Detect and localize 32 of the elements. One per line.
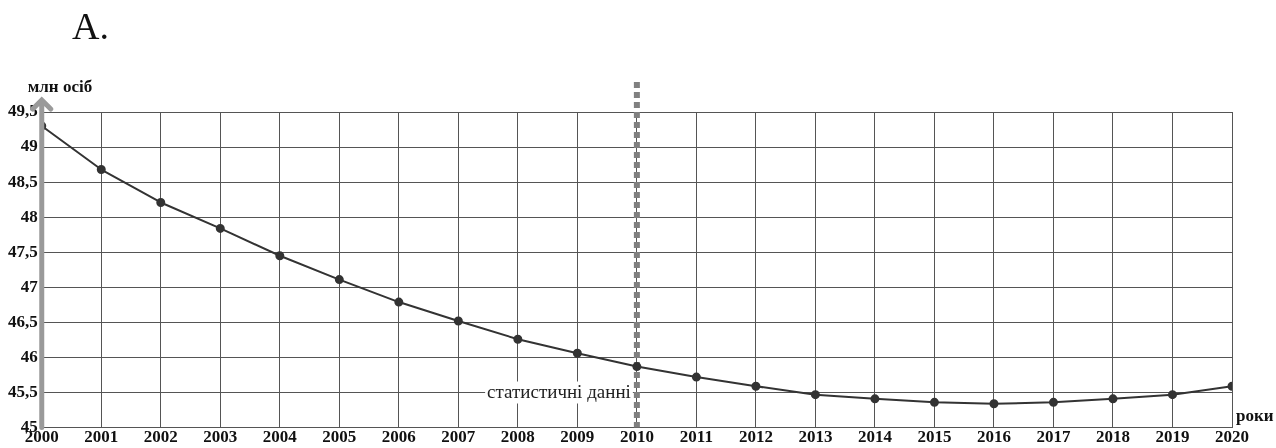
x-tick-label: 2017 [1036, 427, 1071, 447]
x-tick-label: 2004 [262, 427, 298, 447]
y-tick-label: 45,5 [8, 381, 38, 401]
y-tick-label: 47,5 [8, 241, 38, 261]
y-tick-label: 46,5 [8, 311, 38, 331]
x-tick-label: 2009 [560, 427, 595, 447]
y-tick-label: 47 [20, 276, 39, 296]
x-tick-label: 2005 [322, 427, 357, 447]
x-tick-label: 2006 [381, 427, 416, 447]
x-tick-label: 2018 [1095, 427, 1130, 447]
x-tick-label: 2020 [1215, 427, 1249, 447]
y-axis-title: млн осіб [27, 76, 93, 96]
x-tick-label: 2014 [857, 427, 893, 447]
ref-line-label: статистичні данні [487, 380, 631, 402]
chart-title: А. [72, 4, 109, 47]
x-tick-label: 2015 [917, 427, 952, 447]
x-tick-label: 2010 [619, 427, 654, 447]
x-tick-label: 2016 [976, 427, 1011, 447]
x-tick-label: 2013 [798, 427, 833, 447]
x-tick-label: 2001 [84, 427, 119, 447]
x-tick-label: 2011 [679, 427, 713, 447]
y-tick-label: 48,5 [8, 171, 38, 191]
x-tick-label: 2012 [738, 427, 773, 447]
y-tick-label: 48 [20, 206, 38, 226]
x-tick-label: 2008 [500, 427, 535, 447]
x-tick-label: 2003 [203, 427, 238, 447]
x-tick-label: 2019 [1155, 427, 1190, 447]
y-tick-label: 49 [20, 136, 38, 156]
x-tick-label: 2002 [143, 427, 178, 447]
x-tick-label: 2007 [441, 427, 476, 447]
y-tick-label: 46 [20, 346, 38, 366]
x-axis-title: роки [1236, 406, 1274, 426]
